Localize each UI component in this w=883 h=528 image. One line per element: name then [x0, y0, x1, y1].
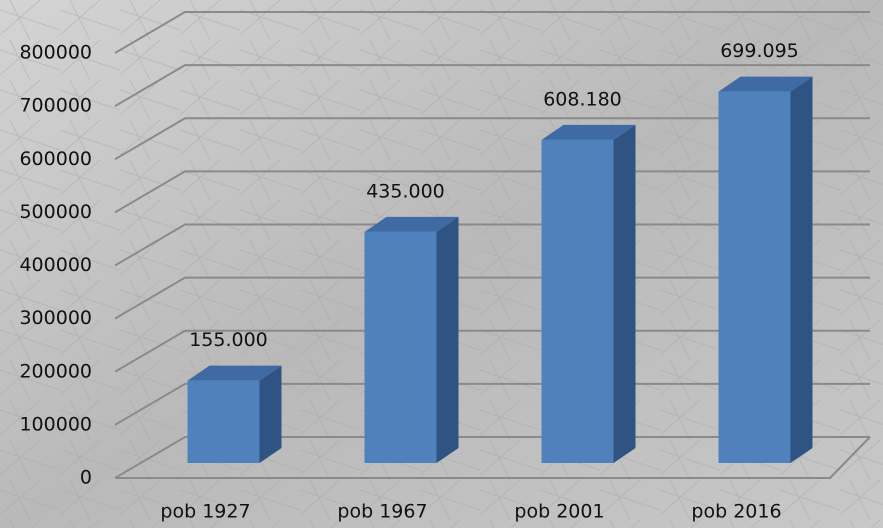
- y-tick-label: 600000: [19, 148, 92, 170]
- value-label: 435.000: [366, 180, 445, 202]
- value-label: 608.180: [543, 88, 622, 110]
- y-tick-label: 700000: [19, 95, 92, 117]
- y-tick-label: 300000: [19, 307, 92, 329]
- y-tick-label: 500000: [19, 201, 92, 223]
- x-tick-label: pob 2001: [514, 501, 604, 523]
- bar-front: [365, 232, 437, 463]
- bar-front: [542, 140, 614, 463]
- bar: [719, 77, 813, 463]
- x-tick-label: pob 1967: [337, 501, 427, 523]
- bar-side: [437, 217, 459, 463]
- x-tick-label: pob 2016: [691, 501, 781, 523]
- bar: [542, 125, 636, 463]
- value-label: 155.000: [189, 329, 268, 351]
- y-tick-label: 400000: [19, 254, 92, 276]
- bar: [188, 366, 282, 463]
- bar-side: [791, 77, 813, 463]
- value-label: 699.095: [720, 40, 799, 62]
- bar: [365, 217, 459, 463]
- x-tick-label: pob 1927: [160, 501, 250, 523]
- y-tick-label: 200000: [19, 360, 92, 382]
- bar-front: [188, 381, 260, 463]
- y-tick-label: 0: [80, 467, 92, 489]
- bar-side: [614, 125, 636, 463]
- y-tick-label: 800000: [19, 42, 92, 64]
- bar-front: [719, 92, 791, 463]
- chart: 0 100000 200000 300000 400000 500000 600000 700…: [0, 0, 883, 528]
- y-tick-label: 100000: [19, 413, 92, 435]
- bar-side: [260, 366, 282, 463]
